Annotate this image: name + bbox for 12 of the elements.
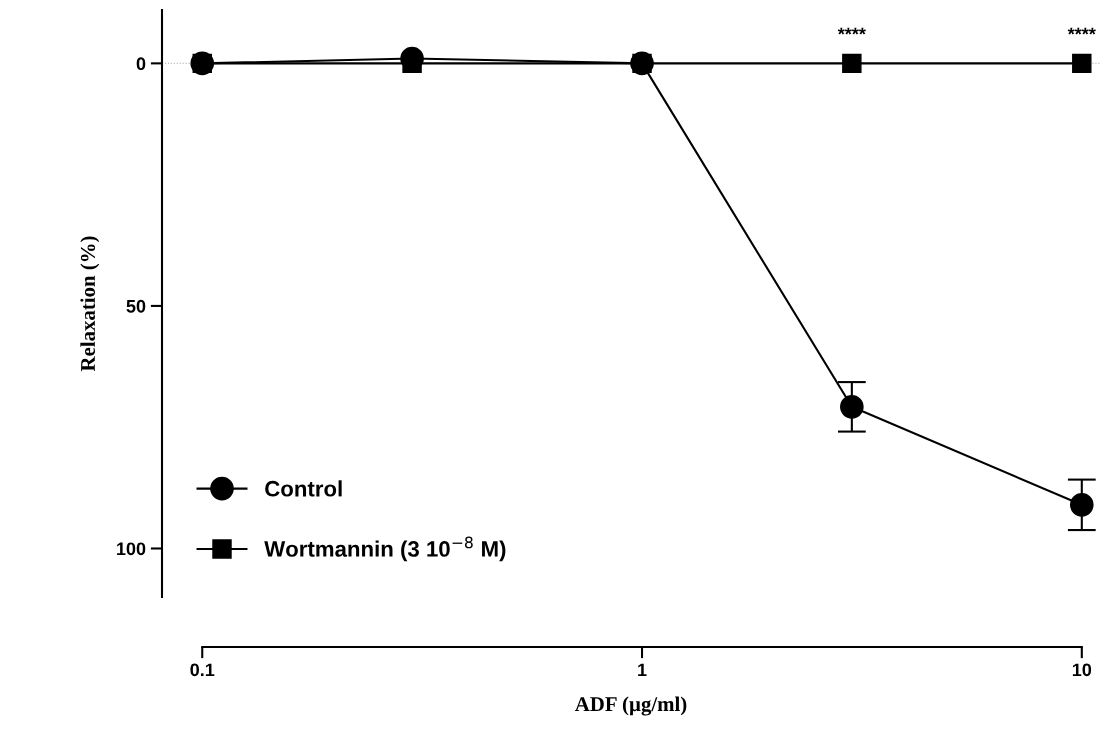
x-tick-label: 0.1 [190,663,215,677]
x-axis-title: ADF (µg/ml) [574,696,687,716]
x-tick-label: 1 [638,663,647,677]
legend-label: Wortmannin (3 10$^{−8}$ M) [264,536,506,562]
legend-label: Control [265,480,342,497]
annotation: **** [1067,27,1096,35]
y-tick-label: 0 [136,57,146,71]
y-tick-label: 100 [117,542,146,556]
annotation: **** [837,27,866,35]
y-tick-label: 50 [126,299,146,313]
y-axis-title: Relaxation (%) [80,236,100,372]
x-tick-label: 10 [1072,663,1092,677]
